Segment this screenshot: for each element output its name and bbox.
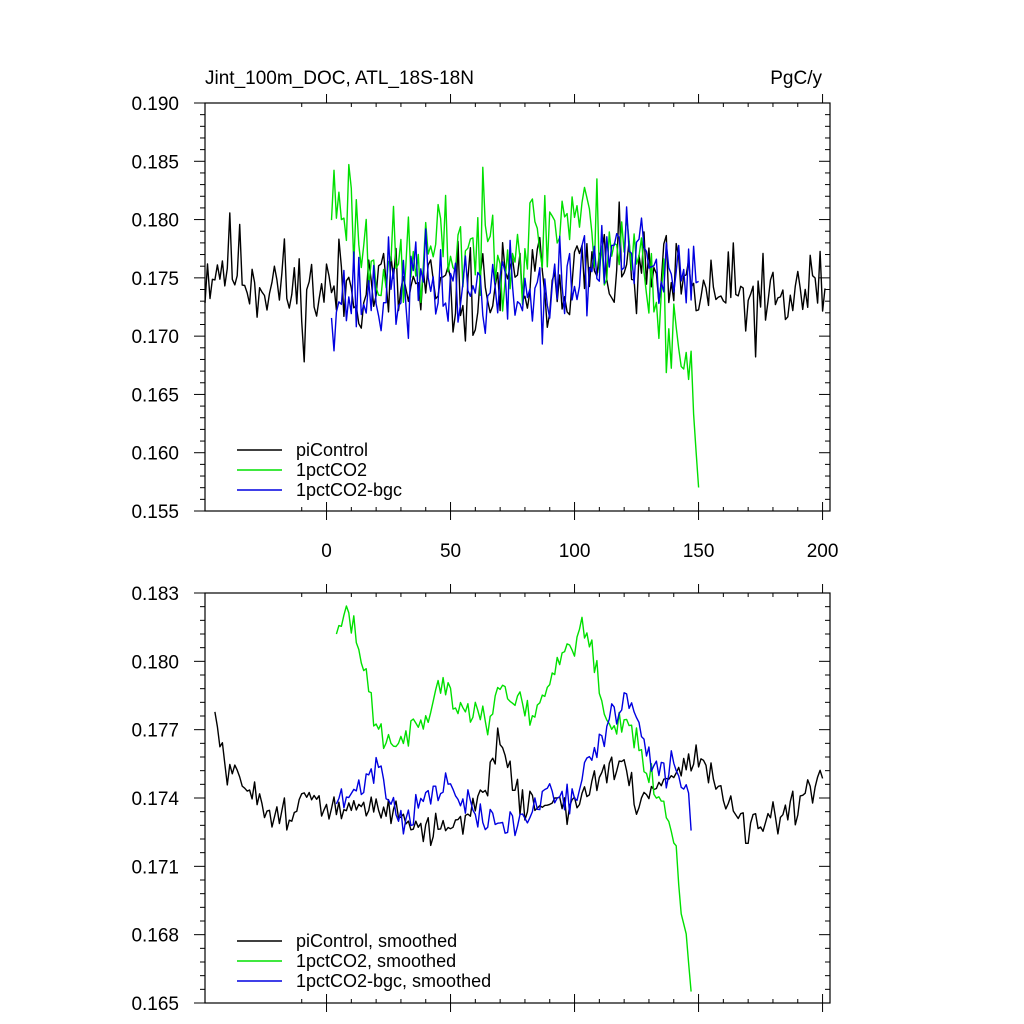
top-legend: piControl 1pctCO2 1pctCO2-bgc xyxy=(237,440,402,500)
top-plot-frame xyxy=(204,102,831,512)
legend-label-picontrol: piControl xyxy=(296,440,368,460)
chart-title: Jint_100m_DOC, ATL_18S-18N xyxy=(205,68,474,89)
top-ytick-label: 0.160 xyxy=(131,444,179,465)
top-xtick-label: 150 xyxy=(683,541,715,562)
top-xtick-label: 200 xyxy=(807,541,839,562)
units-label: PgC/y xyxy=(770,68,822,89)
bottom-ytick-label: 0.174 xyxy=(131,789,179,810)
top-xtick-label: 0 xyxy=(321,541,332,562)
legend-label-1pctco2: 1pctCO2 xyxy=(296,460,367,480)
bottom-ytick-label: 0.168 xyxy=(131,926,179,947)
top-ytick-label: 0.180 xyxy=(131,211,179,232)
bottom-ytick-label: 0.165 xyxy=(131,994,179,1015)
top-panel: piControl 1pctCO2 1pctCO2-bgc 0 50 100 150 2… xyxy=(131,94,838,562)
bottom-series-group xyxy=(214,605,824,992)
bottom-series-1pctco2-smoothed xyxy=(335,605,692,992)
bottom-series-1pctco2-bgc-smoothed xyxy=(335,692,692,837)
top-ytick-label: 0.165 xyxy=(131,385,179,406)
top-ytick-label: 0.190 xyxy=(131,94,179,115)
bottom-plot-frame xyxy=(204,592,831,1004)
top-xtick-label: 100 xyxy=(559,541,591,562)
bottom-axes: 0.165 0.168 0.171 0.174 0.177 0.180 0.183 xyxy=(131,584,830,1015)
top-series-1pctco2-bgc xyxy=(330,206,699,352)
top-xtick-label: 50 xyxy=(440,541,461,562)
bottom-legend: piControl, smoothed 1pctCO2, smoothed 1p… xyxy=(237,931,491,991)
bottom-ytick-label: 0.183 xyxy=(131,584,179,605)
legend-label-picontrol-smoothed: piControl, smoothed xyxy=(296,931,457,951)
bottom-panel: piControl, smoothed 1pctCO2, smoothed 1p… xyxy=(131,584,831,1015)
bottom-ytick-label: 0.180 xyxy=(131,652,179,673)
top-series-1pctco2 xyxy=(330,163,700,488)
top-axes: 0 50 100 150 200 0.155 0.160 0.165 0.170 0.175 0.1… xyxy=(131,94,838,562)
bottom-ytick-label: 0.177 xyxy=(131,721,179,742)
top-series-group xyxy=(204,163,826,488)
legend-label-1pctco2-smoothed: 1pctCO2, smoothed xyxy=(296,951,456,971)
top-ytick-label: 0.170 xyxy=(131,327,179,348)
bottom-ytick-label: 0.171 xyxy=(131,857,179,878)
top-ytick-label: 0.185 xyxy=(131,152,179,173)
top-ytick-label: 0.175 xyxy=(131,269,179,290)
legend-label-1pctco2-bgc: 1pctCO2-bgc xyxy=(296,480,402,500)
top-ytick-label: 0.155 xyxy=(131,502,179,523)
legend-label-1pctco2-bgc-smoothed: 1pctCO2-bgc, smoothed xyxy=(296,971,491,991)
bottom-series-picontrol-smoothed xyxy=(214,711,824,847)
top-series-picontrol xyxy=(204,201,826,363)
